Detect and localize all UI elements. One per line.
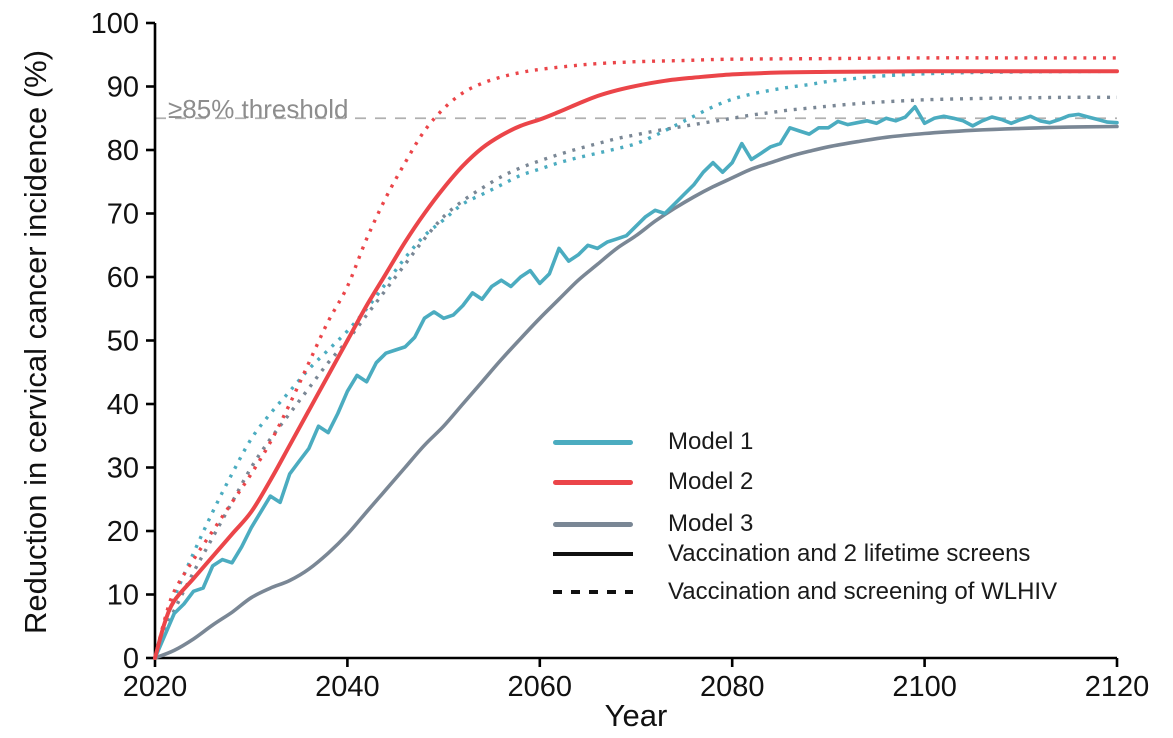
x-tick-label: 2040	[315, 671, 380, 703]
y-tick-label: 0	[123, 643, 139, 675]
y-tick-label: 70	[107, 199, 139, 231]
x-tick-label: 2120	[1085, 671, 1150, 703]
y-axis-title: Reduction in cervical cancer incidence (…	[18, 49, 53, 635]
x-axis-title: Year	[604, 698, 668, 733]
y-tick-label: 10	[107, 580, 139, 612]
y-tick-label: 50	[107, 326, 139, 358]
x-tick-label: 2020	[123, 671, 188, 703]
y-tick-label: 60	[107, 262, 139, 294]
series-line-model3-vaccination-2-lifetime-screens	[153, 124, 1119, 660]
threshold-label: ≥85% threshold	[168, 94, 349, 124]
y-tick-label: 30	[107, 453, 139, 485]
x-tick-label: 2060	[508, 671, 573, 703]
y-tick-label: 90	[107, 72, 139, 104]
x-tick-label: 2080	[700, 671, 765, 703]
y-tick-label: 100	[91, 8, 139, 40]
series-line-model1-vaccination-screening-wlhiv	[153, 69, 1118, 659]
y-tick-label: 80	[107, 135, 139, 167]
series-line-model2-vaccination-screening-wlhiv	[153, 56, 1117, 659]
y-tick-label: 40	[107, 389, 139, 421]
y-tick-label: 20	[107, 516, 139, 548]
series-line-model1-vaccination-2-lifetime-screens	[153, 105, 1119, 660]
series-line-model2-vaccination-2-lifetime-screens	[153, 69, 1119, 660]
x-tick-label: 2100	[892, 671, 957, 703]
